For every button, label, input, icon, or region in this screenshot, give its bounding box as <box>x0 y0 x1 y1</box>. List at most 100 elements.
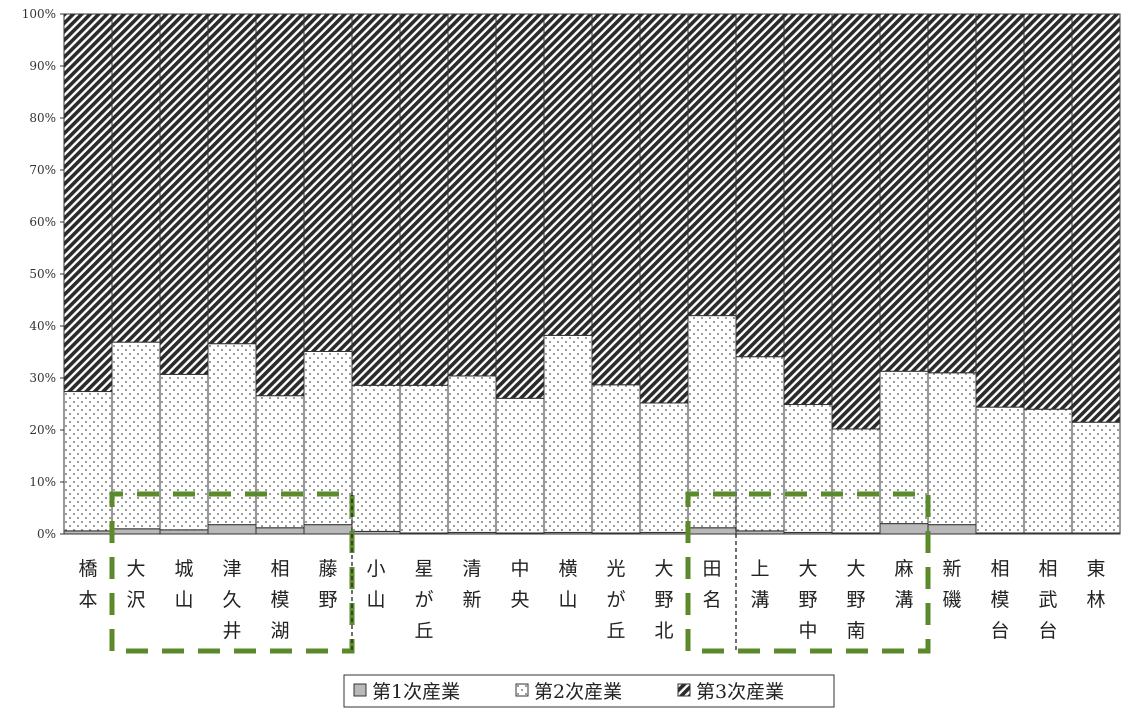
bar-segment-secondary <box>303 350 353 526</box>
category-label: 城 <box>174 558 193 580</box>
legend-box <box>343 674 835 708</box>
category-label: 中 <box>510 558 529 580</box>
bar-segment-secondary <box>447 375 497 533</box>
category-label: 光 <box>606 558 625 580</box>
category-label: 台 <box>990 620 1009 642</box>
category-label: 井 <box>222 620 241 642</box>
legend-swatch-secondary <box>515 683 529 697</box>
bar-segment-tertiary <box>399 13 449 386</box>
category-label: が <box>414 589 433 611</box>
bar-segment-tertiary <box>543 13 593 336</box>
y-tick-label: 90% <box>29 59 56 73</box>
category-label: 上 <box>750 558 769 580</box>
bar-segment-secondary <box>399 384 449 534</box>
y-tick-label: 80% <box>29 111 56 125</box>
bar-segment-tertiary <box>111 13 161 343</box>
bar-segment-tertiary <box>879 13 929 372</box>
category-label: 林 <box>1086 589 1105 611</box>
bar-segment-tertiary <box>591 13 641 386</box>
bar-segment-secondary <box>735 356 785 532</box>
category-label: 台 <box>1038 620 1057 642</box>
category-label: 野 <box>654 589 673 611</box>
bars <box>63 13 1121 535</box>
bar-segment-primary <box>879 523 929 535</box>
bar-segment-tertiary <box>255 13 305 397</box>
y-tick-label: 30% <box>29 371 56 385</box>
bar-segment-secondary <box>831 428 881 534</box>
bar-segment-tertiary <box>63 13 113 393</box>
category-label: 北 <box>654 620 673 642</box>
bar-segment-secondary <box>639 402 689 533</box>
bar-segment-tertiary <box>159 13 209 375</box>
category-label: 新 <box>462 589 481 611</box>
bar-segment-primary <box>687 527 737 535</box>
bar-segment-secondary <box>879 370 929 525</box>
bar-segment-tertiary <box>639 13 689 404</box>
category-label: 模 <box>990 589 1009 611</box>
category-label: が <box>606 589 625 611</box>
legend-label-primary: 第1次産業 <box>372 681 460 703</box>
category-label: 新 <box>942 558 961 580</box>
category-label: 野 <box>318 589 337 611</box>
category-label: 大 <box>846 558 865 580</box>
category-label: 沢 <box>126 589 145 611</box>
bar-segment-secondary <box>783 404 833 533</box>
y-tick-label: 100% <box>22 7 56 21</box>
category-label: 溝 <box>894 589 913 611</box>
bar-segment-secondary <box>591 384 641 534</box>
category-label: 相 <box>1038 558 1057 580</box>
bar-segment-tertiary <box>687 13 737 317</box>
bar-segment-primary <box>111 528 161 535</box>
district-group-outline <box>685 491 931 654</box>
bar-segment-secondary <box>351 384 401 532</box>
category-label: 山 <box>174 589 193 611</box>
legend-swatch-tertiary <box>677 683 691 697</box>
bar-segment-secondary <box>543 334 593 533</box>
y-tick-label: 70% <box>29 163 56 177</box>
bar-segment-tertiary <box>975 13 1025 408</box>
category-label: 中 <box>798 620 817 642</box>
bar-segment-secondary <box>495 397 545 534</box>
bar-segment-secondary <box>111 341 161 530</box>
category-label: 橋 <box>78 558 97 580</box>
category-label: 麻 <box>894 558 913 580</box>
category-label: 模 <box>270 589 289 611</box>
legend: 第1次産業 第2次産業 第3次産業 <box>343 674 835 708</box>
y-tick-label: 50% <box>29 267 56 281</box>
legend-label-tertiary: 第3次産業 <box>696 681 784 703</box>
group-overlays <box>109 491 931 654</box>
category-label: 野 <box>798 589 817 611</box>
bar-segment-primary <box>927 524 977 535</box>
y-tick-label: 0% <box>37 527 56 541</box>
category-label: 央 <box>510 589 529 611</box>
category-label: 山 <box>366 589 385 611</box>
bar-segment-secondary <box>1023 408 1073 534</box>
bar-segment-tertiary <box>495 13 545 399</box>
bar-segment-tertiary <box>1023 13 1073 410</box>
category-label: 山 <box>558 589 577 611</box>
category-label: 相 <box>270 558 289 580</box>
bar-segment-tertiary <box>831 13 881 430</box>
category-label: 磯 <box>942 589 961 611</box>
bar-segment-secondary <box>1071 421 1121 534</box>
category-label: 東 <box>1086 558 1105 580</box>
category-label: 久 <box>222 589 241 611</box>
bar-segment-tertiary <box>735 13 785 358</box>
bar-segment-tertiary <box>303 13 353 352</box>
category-label: 相 <box>990 558 1009 580</box>
bar-segment-secondary <box>927 372 977 526</box>
category-label: 湖 <box>270 620 289 642</box>
y-tick-label: 10% <box>29 475 56 489</box>
category-label: 田 <box>702 558 721 580</box>
legend-label-secondary: 第2次産業 <box>534 681 622 703</box>
category-label: 大 <box>654 558 673 580</box>
category-label: 溝 <box>750 589 769 611</box>
category-label: 本 <box>78 589 97 611</box>
bar-segment-primary <box>303 524 353 535</box>
category-label: 星 <box>414 558 433 580</box>
bar-segment-secondary <box>975 406 1025 534</box>
bar-segment-primary <box>159 529 209 535</box>
bar-segment-secondary <box>255 395 305 529</box>
y-tick-label: 60% <box>29 215 56 229</box>
